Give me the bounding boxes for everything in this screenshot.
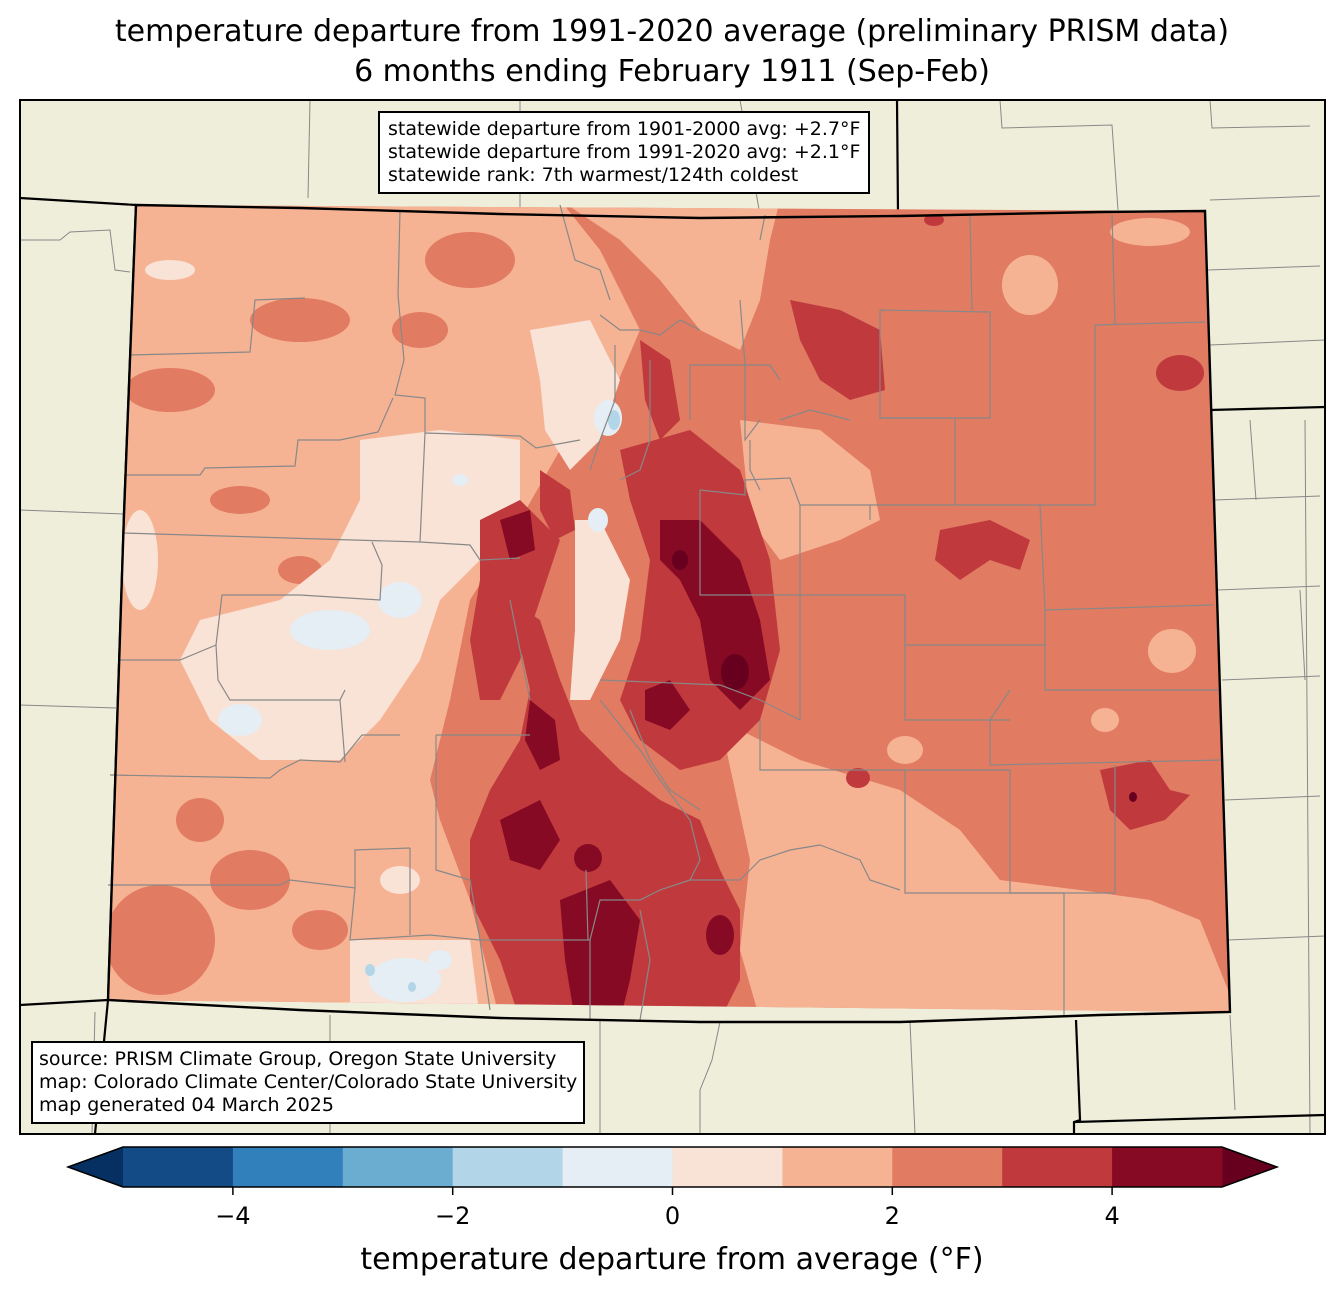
statewide-stats-box: statewide departure from 1901-2000 avg: … [378, 111, 871, 194]
colorbar-bin [1002, 1147, 1113, 1187]
colorbar-bin [672, 1147, 783, 1187]
colorbar-bin [782, 1147, 893, 1187]
colorbar [65, 1146, 1280, 1195]
colorbar-tick-label: 4 [1104, 1202, 1120, 1230]
source-line: source: PRISM Climate Group, Oregon Stat… [39, 1048, 557, 1070]
colorbar-bin [232, 1147, 344, 1187]
map-credit-line: map: Colorado Climate Center/Colorado St… [39, 1071, 578, 1093]
colorbar-bin [452, 1147, 564, 1187]
stats-line-rank: statewide rank: 7th warmest/124th coldes… [388, 164, 799, 186]
colorbar-bin [562, 1147, 673, 1187]
colorbar-bin [1112, 1147, 1223, 1187]
map-subtitle: 6 months ending February 1911 (Sep-Feb) [354, 54, 990, 89]
stats-line-1991-2020: statewide departure from 1991-2020 avg: … [388, 141, 861, 163]
colorbar-bin [892, 1147, 1003, 1187]
map-frame [19, 99, 1326, 1135]
stats-line-1901-2000: statewide departure from 1901-2000 avg: … [388, 118, 861, 140]
zone-2-to-3F [108, 232, 515, 995]
colorbar-tick-label: −2 [434, 1202, 471, 1230]
zone-minus2-to-minus1F [365, 410, 620, 992]
zone-over-5F [672, 550, 1137, 802]
colorado-boundary [106, 203, 1232, 1024]
source-credit-box: source: PRISM Climate Group, Oregon Stat… [31, 1041, 586, 1124]
colorbar-over-extension [1222, 1147, 1277, 1187]
colorbar-outline [65, 1146, 1280, 1188]
colorbar-tick-label: 2 [884, 1202, 900, 1230]
county-lines [108, 204, 1223, 1021]
colorbar-bin [123, 1147, 234, 1187]
map-area [20, 100, 1325, 1134]
generated-date-line: map generated 04 March 2025 [39, 1094, 334, 1116]
departure-field [108, 205, 1230, 1012]
colorbar-bin [342, 1147, 454, 1187]
colorbar-tick-label: −4 [215, 1202, 251, 1230]
colorbar-label: temperature departure from average (°F) [360, 1242, 984, 1277]
map-title: temperature departure from 1991-2020 ave… [114, 14, 1230, 49]
colorbar-under-extension [68, 1147, 123, 1187]
colorbar-tick-label: 0 [664, 1202, 681, 1230]
